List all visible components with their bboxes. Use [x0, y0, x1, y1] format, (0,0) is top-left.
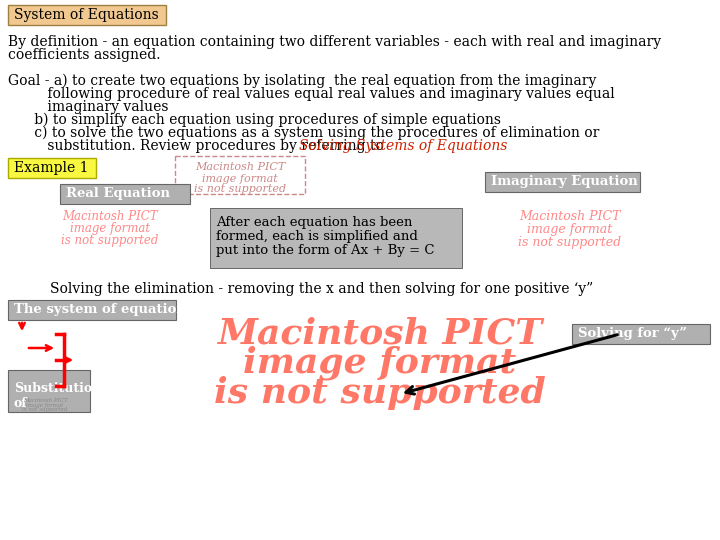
Text: System of Equations: System of Equations [14, 8, 158, 22]
Bar [8, 370, 90, 412]
Text: is not supported: is not supported [518, 236, 621, 249]
Bar [175, 156, 305, 194]
Text: Macintosh PICT: Macintosh PICT [23, 398, 67, 403]
Bar [8, 5, 166, 25]
Text: is not supported: is not supported [194, 184, 286, 194]
Text: put into the form of Ax + By = C: put into the form of Ax + By = C [216, 244, 434, 257]
Text: formed, each is simplified and: formed, each is simplified and [216, 230, 418, 243]
Text: Solving for “y”: Solving for “y” [578, 327, 687, 341]
Text: coefficients assigned.: coefficients assigned. [8, 48, 161, 62]
Text: b) to simplify each equation using procedures of simple equations: b) to simplify each equation using proce… [8, 113, 501, 127]
Bar [485, 172, 640, 192]
Bar [60, 184, 190, 204]
Text: image format: image format [243, 346, 517, 381]
Bar [8, 158, 96, 178]
Text: c) to solve the two equations as a system using the procedures of elimination or: c) to solve the two equations as a syste… [8, 126, 599, 140]
Text: image format: image format [27, 403, 63, 408]
Text: is not supported: is not supported [61, 234, 158, 247]
Bar [8, 300, 176, 320]
Text: Imaginary Equation: Imaginary Equation [491, 176, 638, 188]
Text: Example 1: Example 1 [14, 161, 89, 175]
Text: Solving the elimination - removing the x and then solving for one positive ‘y”: Solving the elimination - removing the x… [50, 282, 593, 296]
Text: Macintosh PICT: Macintosh PICT [62, 210, 158, 223]
Text: Macintosh PICT: Macintosh PICT [217, 316, 543, 350]
Text: image format: image format [527, 223, 613, 236]
Text: Solving Systems of Equations: Solving Systems of Equations [299, 139, 508, 153]
Text: following procedure of real values equal real values and imaginary values equal: following procedure of real values equal… [8, 87, 615, 101]
Text: The system of equations: The system of equations [14, 303, 194, 316]
Text: Goal - a) to create two equations by isolating  the real equation from the imagi: Goal - a) to create two equations by iso… [8, 74, 596, 89]
Text: By definition - an equation containing two different variables - each with real : By definition - an equation containing t… [8, 35, 661, 49]
Text: image format: image format [70, 222, 150, 235]
Text: Substitution
of: Substitution of [14, 382, 102, 410]
Text: After each equation has been: After each equation has been [216, 216, 413, 229]
Text: imaginary values: imaginary values [8, 100, 168, 114]
Bar [210, 208, 462, 268]
Text: is not supported: is not supported [214, 376, 546, 410]
Text: is not supported: is not supported [22, 407, 68, 412]
Text: Macintosh PICT: Macintosh PICT [195, 162, 285, 172]
Bar [572, 324, 710, 344]
Text: substitution. Review procedures by referring to: substitution. Review procedures by refer… [8, 139, 388, 153]
Text: image format: image format [202, 174, 278, 184]
Text: Real Equation: Real Equation [66, 187, 170, 200]
Text: Macintosh PICT: Macintosh PICT [519, 210, 621, 223]
